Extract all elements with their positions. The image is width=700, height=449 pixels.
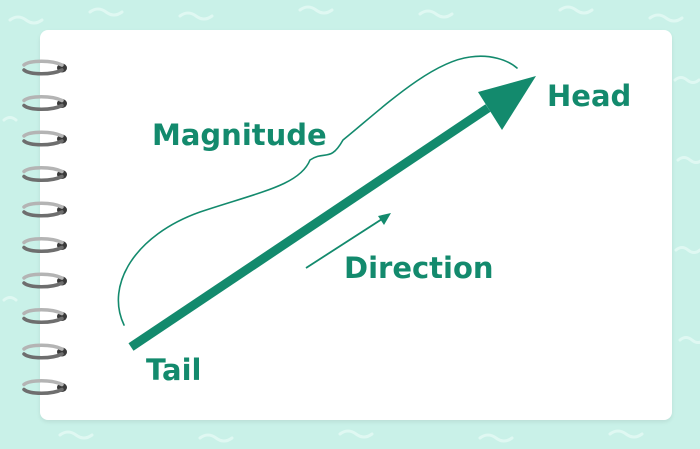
spiral-ring [22,95,67,111]
head-label: Head [547,79,632,113]
spiral-ring [22,166,67,182]
direction-label: Direction [344,251,494,285]
spiral-ring [22,272,67,289]
curly-brace-icon [117,55,518,326]
spiral-ring [22,308,67,324]
direction-arrowhead-icon [378,213,391,225]
notebook-page [40,30,672,420]
spiral-ring [22,130,67,147]
direction-arrow-icon [305,218,383,269]
spiral-ring [22,379,67,395]
vector-arrow-icon [128,104,491,351]
spiral-ring [22,201,67,218]
tail-label: Tail [146,353,202,387]
spiral-ring [22,59,67,76]
magnitude-label: Magnitude [152,118,327,152]
spiral-ring [22,237,67,253]
vector-arrowhead-icon [478,76,536,130]
spiral-ring [22,343,67,360]
